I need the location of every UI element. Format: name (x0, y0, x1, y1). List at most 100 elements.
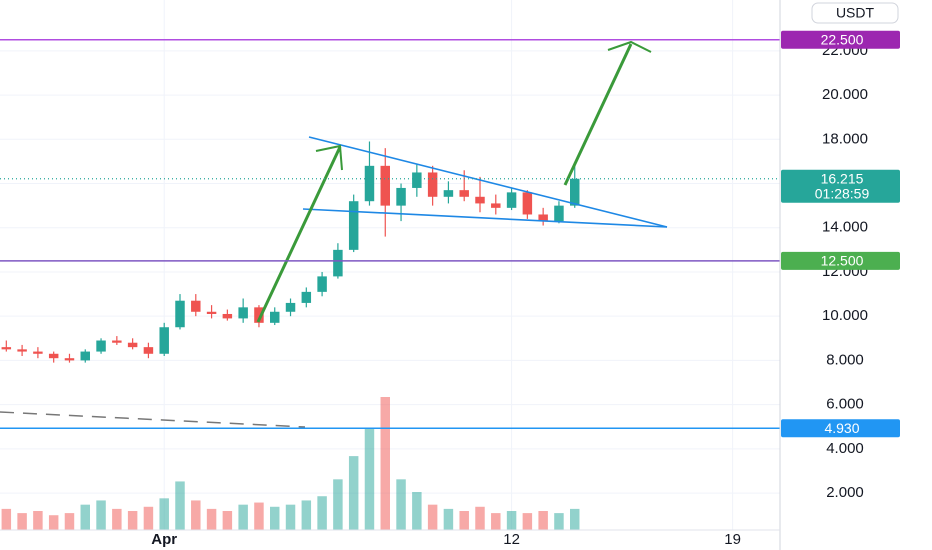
volume-bar (112, 508, 122, 530)
candle-body (64, 358, 75, 361)
volume-bar (554, 513, 564, 530)
volume-bar (175, 481, 185, 530)
trendline-lower (302, 208, 668, 228)
volume-bar (127, 511, 138, 530)
volume-bar (285, 504, 296, 530)
arrow (256, 144, 343, 323)
volume-bar (301, 500, 312, 530)
volume-bar (143, 506, 154, 530)
candle-body (127, 342, 138, 348)
candle-body (412, 172, 422, 188)
volume-bar (317, 496, 327, 530)
volume-bar (270, 506, 280, 530)
axis-labels: 2.0004.0006.0008.00010.00012.00014.00016… (151, 30, 900, 548)
volume-bar (159, 498, 169, 530)
volume-bar (17, 513, 27, 530)
volume-bar (48, 515, 59, 530)
candle-body (143, 347, 154, 354)
y-tick-label: 10.000 (822, 307, 868, 324)
volume-bar (33, 511, 43, 530)
candle-layer (1, 141, 580, 363)
y-tick-label: 2.000 (826, 484, 864, 501)
candle-body (380, 165, 390, 206)
candle-body (254, 307, 264, 323)
volume-bar (206, 508, 217, 530)
volume-bar (191, 500, 201, 530)
currency: USDT (836, 5, 875, 21)
candle-body (475, 196, 485, 204)
candle-body (396, 187, 406, 206)
candle-body (206, 311, 217, 314)
candle-body (443, 190, 454, 197)
x-tick-label: 12 (503, 531, 520, 548)
candle-body (112, 340, 122, 343)
candle-body (348, 201, 359, 250)
candle-body (506, 192, 517, 208)
arrow (563, 40, 652, 186)
candle-body (159, 327, 169, 354)
candle-body (301, 291, 312, 303)
price-badge (781, 419, 900, 438)
volume-bar (475, 506, 485, 530)
volume-bar (427, 504, 438, 530)
volume-bar (64, 513, 75, 530)
candle-body (459, 190, 469, 197)
candle-body (538, 214, 548, 222)
candle-body (80, 351, 90, 361)
y-tick-label: 14.000 (822, 219, 868, 236)
volume-bar (506, 511, 517, 530)
volume-bar (412, 492, 422, 530)
volume-bar (396, 479, 406, 530)
candle-body (1, 347, 12, 350)
price-badge-label: 12.500 (821, 253, 864, 269)
candle-body (48, 353, 59, 359)
volume-bar (522, 513, 533, 530)
y-tick-label: 18.000 (822, 130, 868, 147)
candle-body (364, 165, 375, 202)
currency-badge[interactable] (811, 2, 899, 24)
x-tick-label: 19 (724, 531, 741, 548)
volume-bar (254, 502, 264, 530)
volume-bar (459, 511, 469, 530)
candle-body (238, 307, 248, 319)
trendline-upper (308, 136, 668, 228)
price-badge (781, 251, 900, 270)
y-tick-label: 20.000 (822, 86, 868, 103)
candle-body (554, 205, 564, 222)
volume-bar (222, 511, 233, 530)
last-price-label: 16.215 (821, 170, 864, 186)
volume-bar (380, 397, 390, 530)
moving-average (0, 411, 306, 428)
volume-bar (96, 500, 106, 530)
candle-body (17, 349, 27, 352)
y-tick-label: 4.000 (826, 440, 864, 457)
countdown: 01:28:59 (815, 185, 870, 201)
x-tick-label: Apr (151, 531, 177, 548)
last-price-badge (781, 169, 900, 203)
candle-body (222, 313, 233, 319)
volume-bar (491, 513, 501, 530)
candle-body (427, 172, 438, 197)
candle-body (191, 300, 201, 312)
candle-body (522, 192, 533, 215)
candle-body (270, 311, 280, 323)
candle-body (570, 178, 580, 206)
volume-layer (1, 397, 580, 530)
candle-body (33, 351, 43, 354)
volume-bar (80, 504, 90, 530)
candle-body (491, 203, 501, 208)
price-badge-label: 22.500 (821, 32, 864, 48)
volume-bar (570, 508, 580, 530)
grid (0, 0, 780, 530)
price-badge (781, 30, 900, 49)
volume-bar (538, 511, 548, 530)
candle-body (317, 276, 327, 292)
volume-bar (443, 508, 454, 530)
price-lines (0, 39, 780, 430)
y-tick-label: 8.000 (826, 351, 864, 368)
candle-body (175, 300, 185, 328)
candle-body (333, 249, 343, 277)
candle-body (285, 302, 296, 312)
